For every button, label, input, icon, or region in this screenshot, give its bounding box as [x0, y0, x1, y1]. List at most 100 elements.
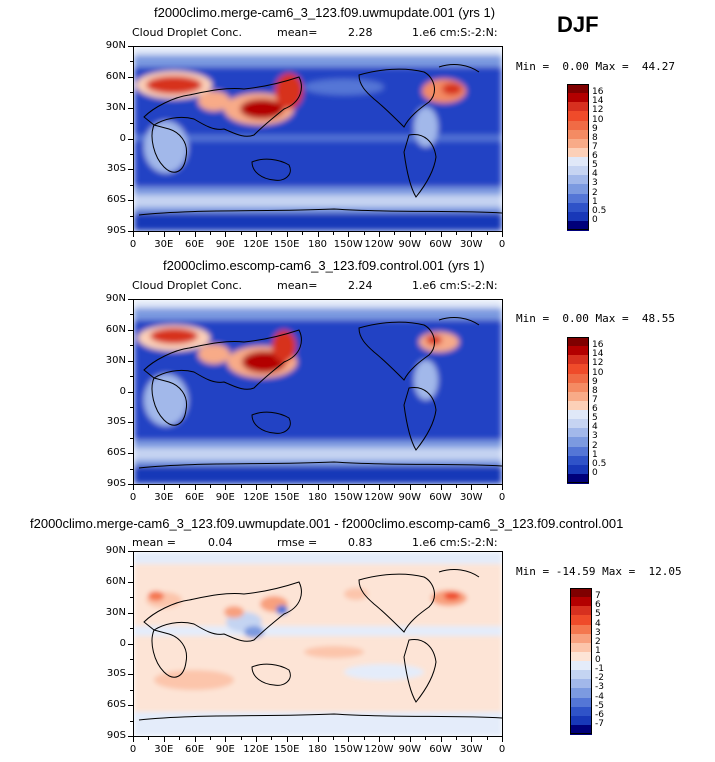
panel-3-xtick-label: 0 [498, 744, 506, 755]
panel-2-xtick-label: 0 [129, 492, 137, 503]
panel-2-ytick-mark [128, 329, 133, 331]
panel-2-xtick-mark [317, 485, 319, 490]
panel-1-ytick-minor [130, 215, 133, 217]
panel-3-xtick-minor [394, 737, 396, 740]
panel-1-colorbar-swatch [567, 84, 589, 94]
panel-2-xtick-mark [133, 485, 134, 490]
panel-1-xtick-minor [455, 232, 457, 235]
panel-2-colorbar-label: 1 [592, 449, 598, 460]
panel-1-ytick-label: 30N [105, 101, 126, 113]
panel-1-xtick-minor [209, 232, 211, 235]
panel-1-colorbar-label: 8 [592, 132, 598, 143]
panel-2-ytick-label: 90S [106, 478, 126, 489]
panel-2-colorbar-swatch [567, 337, 589, 347]
panel-1-ytick-mark [128, 138, 133, 140]
panel-1-colorbar-swatch [567, 220, 589, 231]
panel-1-xtick-label: 150E [274, 239, 300, 250]
panel-1-xtick-label: 60E [184, 239, 205, 250]
panel-2-colorbar-swatch [567, 437, 589, 447]
panel-3-colorbar-swatch [570, 706, 592, 717]
panel-1-map [133, 46, 503, 232]
panel-3-min-label: Min = [516, 565, 550, 578]
panel-3-xtick-minor [486, 737, 488, 740]
panel-1-colorbar-label: 0.5 [592, 205, 607, 216]
panel-3-colorbar-label: 6 [595, 600, 601, 611]
panel-3-xtick-minor [332, 737, 334, 740]
panel-3-colorbar-swatch [570, 651, 592, 662]
panel-2-xtick-mark [409, 485, 411, 490]
panel-1-ytick-mark [128, 200, 133, 202]
panel-3-colorbar-swatch [570, 661, 592, 671]
panel-2-xtick-minor [425, 485, 427, 488]
panel-2-xtick-mark [440, 485, 442, 490]
panel-3-colorbar-label: 1 [595, 645, 601, 656]
panel-1-ytick-minor [130, 61, 133, 63]
panel-2-colorbar-swatch [567, 419, 589, 429]
panel-1-colorbar-swatch [567, 211, 589, 222]
panel-2-colorbar-swatch [567, 473, 589, 484]
panel-3-xtick-mark [440, 737, 442, 742]
panel-2-ytick-mark [128, 453, 133, 455]
panel-3-ytick-label: 90N [105, 545, 126, 556]
panel-3-xtick-label: 150E [274, 744, 300, 755]
panel-1-ytick-mark [128, 107, 133, 109]
panel-1-max-value: 44.27 [641, 60, 675, 73]
panel-3-colorbar-label: -2 [595, 673, 604, 684]
panel-2-colorbar-label: 9 [592, 376, 598, 387]
panel-1-ytick-mark [128, 76, 133, 78]
season-label: DJF [557, 12, 599, 37]
panel-2-xtick-minor [209, 485, 211, 488]
panel-2-variable: Cloud Droplet Conc. [132, 279, 242, 292]
panel-2-xtick-label: 90W [398, 492, 422, 503]
panel-3-xtick-label: 60W [429, 744, 452, 755]
panel-1-min-label: Min = [516, 60, 550, 73]
panel-2-xtick-minor [394, 485, 396, 488]
panel-2-xtick-label: 90E [215, 492, 235, 503]
panel-1-xtick-mark [256, 232, 257, 237]
panel-2-xtick-label: 180 [307, 492, 328, 503]
panel-1-colorbar-label: 12 [592, 105, 604, 116]
panel-1-colorbar-label: 16 [592, 87, 604, 98]
panel-3-xtick-label: 120W [364, 744, 394, 755]
panel-3-colorbar-swatch [570, 615, 592, 625]
panel-3-xtick-label: 90W [398, 744, 422, 755]
panel-3-colorbar-label: -4 [595, 691, 604, 702]
panel-1-colorbar-swatch [567, 184, 589, 194]
panel-2-mean-value: 2.24 [348, 279, 373, 292]
panel-1-ytick-label: 30S [106, 163, 126, 175]
panel-2-colorbar-label: 8 [592, 385, 598, 396]
panel-1-colorbar-label: 3 [592, 178, 598, 189]
panel-2-xtick-label: 30E [154, 492, 174, 503]
panel-1-xtick-minor [425, 232, 427, 235]
panel-2-minmax: Min = 0.00 Max = 48.55 [516, 312, 675, 325]
panel-1-minmax: Min = 0.00 Max = 44.27 [516, 60, 675, 73]
panel-3-xtick-minor [209, 737, 211, 740]
panel-2-min-value: 0.00 [562, 312, 589, 325]
panel-1-xtick-mark [379, 232, 380, 237]
panel-3-xtick-label: 120E [243, 744, 269, 755]
panel-1-xtick-minor [271, 232, 273, 235]
panel-3-colorbar-swatch [570, 588, 592, 598]
panel-1-ytick-label: 60N [105, 70, 126, 82]
panel-3-colorbar-label: -7 [595, 718, 604, 729]
panel-2-colorbar-label: 0 [592, 467, 598, 478]
panel-3-mean-value: 0.04 [208, 536, 233, 549]
panel-2-xtick-mark [348, 485, 350, 490]
panel-1-xtick-mark [471, 232, 473, 237]
panel-1-xtick-mark [163, 232, 165, 237]
panel-3-ytick-label: 60S [106, 699, 126, 711]
panel-2-xtick-mark [286, 485, 288, 490]
panel-2-colorbar-swatch [567, 373, 589, 384]
panel-1-units: 1.e6 cm:S:-2:N: [412, 26, 498, 39]
panel-2-colorbar-swatch [567, 400, 589, 411]
panel-3-xtick-minor [271, 737, 273, 740]
panel-2-colorbar-swatch [567, 346, 589, 356]
panel-3-ytick-mark [128, 551, 133, 552]
panel-3-ytick-mark [128, 736, 133, 737]
panel-2-ytick-mark [128, 391, 133, 393]
panel-2-xtick-label: 150E [274, 492, 300, 503]
panel-3-minmax: Min = -14.59 Max = 12.05 [516, 565, 682, 578]
panel-3-xtick-mark [379, 737, 380, 742]
panel-2-ytick-minor [130, 406, 133, 408]
panel-1-colorbar-label: 5 [592, 160, 598, 171]
